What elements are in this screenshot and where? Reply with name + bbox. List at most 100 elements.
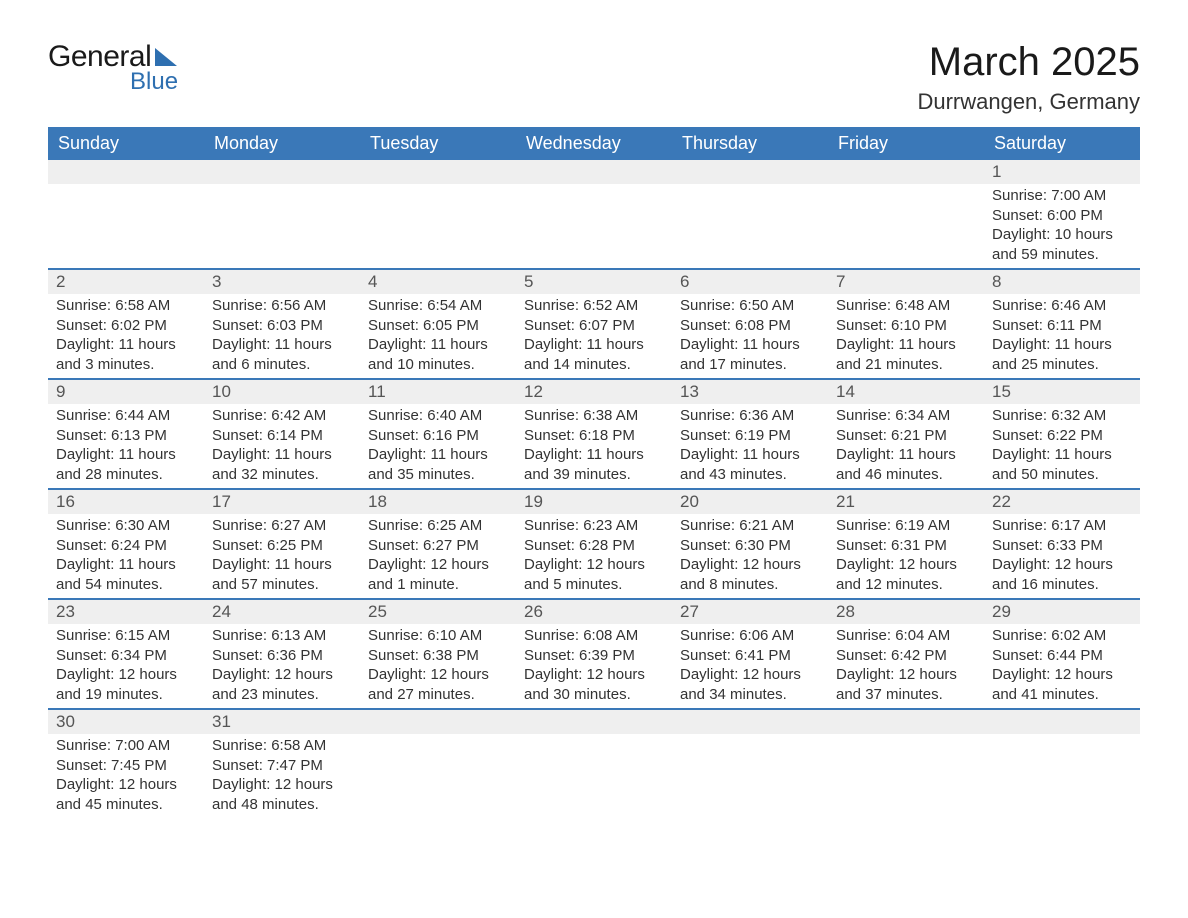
day-content: Sunrise: 6:23 AMSunset: 6:28 PMDaylight:… [516,514,672,598]
day-content: Sunrise: 6:06 AMSunset: 6:41 PMDaylight:… [672,624,828,708]
daylight-line: Daylight: 11 hours and 35 minutes. [368,445,508,484]
sunrise-line: Sunrise: 6:52 AM [524,296,664,316]
sunset-line: Sunset: 6:02 PM [56,316,196,336]
day-content: Sunrise: 7:00 AMSunset: 6:00 PMDaylight:… [984,184,1140,268]
daylight-line: Daylight: 11 hours and 28 minutes. [56,445,196,484]
day-number [204,160,360,184]
day-content: Sunrise: 6:52 AMSunset: 6:07 PMDaylight:… [516,294,672,378]
daylight-line: Daylight: 11 hours and 50 minutes. [992,445,1132,484]
day-content: Sunrise: 6:25 AMSunset: 6:27 PMDaylight:… [360,514,516,598]
sunrise-line: Sunrise: 6:46 AM [992,296,1132,316]
day-number: 22 [984,490,1140,514]
day-number: 10 [204,380,360,404]
sunset-line: Sunset: 6:38 PM [368,646,508,666]
calendar-header-row: Sunday Monday Tuesday Wednesday Thursday… [48,127,1140,160]
day-content [672,184,828,190]
day-content: Sunrise: 6:17 AMSunset: 6:33 PMDaylight:… [984,514,1140,598]
day-number: 20 [672,490,828,514]
sunrise-line: Sunrise: 6:10 AM [368,626,508,646]
sunset-line: Sunset: 6:08 PM [680,316,820,336]
daylight-line: Daylight: 11 hours and 32 minutes. [212,445,352,484]
sunset-line: Sunset: 6:13 PM [56,426,196,446]
daylight-line: Daylight: 11 hours and 57 minutes. [212,555,352,594]
calendar-week: 1Sunrise: 7:00 AMSunset: 6:00 PMDaylight… [48,160,1140,268]
daylight-line: Daylight: 11 hours and 17 minutes. [680,335,820,374]
day-number: 28 [828,600,984,624]
calendar-day-cell [360,160,516,268]
calendar-day-cell: 24Sunrise: 6:13 AMSunset: 6:36 PMDayligh… [204,600,360,708]
calendar-day-cell [672,710,828,818]
sunrise-line: Sunrise: 6:56 AM [212,296,352,316]
sunrise-line: Sunrise: 6:08 AM [524,626,664,646]
day-number: 7 [828,270,984,294]
sunrise-line: Sunrise: 6:50 AM [680,296,820,316]
calendar-day-cell: 7Sunrise: 6:48 AMSunset: 6:10 PMDaylight… [828,270,984,378]
sunrise-line: Sunrise: 6:06 AM [680,626,820,646]
sunrise-line: Sunrise: 6:21 AM [680,516,820,536]
day-content [48,184,204,190]
calendar-day-cell [516,160,672,268]
weeks-container: 1Sunrise: 7:00 AMSunset: 6:00 PMDaylight… [48,160,1140,818]
day-header-monday: Monday [204,127,360,160]
calendar-day-cell: 13Sunrise: 6:36 AMSunset: 6:19 PMDayligh… [672,380,828,488]
sunset-line: Sunset: 6:03 PM [212,316,352,336]
sunset-line: Sunset: 7:47 PM [212,756,352,776]
day-content [516,184,672,190]
daylight-line: Daylight: 11 hours and 39 minutes. [524,445,664,484]
calendar-day-cell: 26Sunrise: 6:08 AMSunset: 6:39 PMDayligh… [516,600,672,708]
day-content: Sunrise: 6:04 AMSunset: 6:42 PMDaylight:… [828,624,984,708]
daylight-line: Daylight: 12 hours and 37 minutes. [836,665,976,704]
sunset-line: Sunset: 6:05 PM [368,316,508,336]
calendar-day-cell [204,160,360,268]
day-number: 1 [984,160,1140,184]
day-number: 23 [48,600,204,624]
sunrise-line: Sunrise: 7:00 AM [992,186,1132,206]
calendar-day-cell: 12Sunrise: 6:38 AMSunset: 6:18 PMDayligh… [516,380,672,488]
day-content: Sunrise: 6:50 AMSunset: 6:08 PMDaylight:… [672,294,828,378]
sunrise-line: Sunrise: 6:40 AM [368,406,508,426]
daylight-line: Daylight: 12 hours and 23 minutes. [212,665,352,704]
daylight-line: Daylight: 12 hours and 34 minutes. [680,665,820,704]
calendar-day-cell: 22Sunrise: 6:17 AMSunset: 6:33 PMDayligh… [984,490,1140,598]
day-header-sunday: Sunday [48,127,204,160]
daylight-line: Daylight: 11 hours and 6 minutes. [212,335,352,374]
daylight-line: Daylight: 12 hours and 5 minutes. [524,555,664,594]
day-content: Sunrise: 6:58 AMSunset: 6:02 PMDaylight:… [48,294,204,378]
day-header-thursday: Thursday [672,127,828,160]
sunrise-line: Sunrise: 6:23 AM [524,516,664,536]
sunset-line: Sunset: 6:11 PM [992,316,1132,336]
day-content: Sunrise: 6:30 AMSunset: 6:24 PMDaylight:… [48,514,204,598]
calendar-day-cell: 23Sunrise: 6:15 AMSunset: 6:34 PMDayligh… [48,600,204,708]
logo-text-blue: Blue [130,68,178,96]
day-content: Sunrise: 6:48 AMSunset: 6:10 PMDaylight:… [828,294,984,378]
day-number: 31 [204,710,360,734]
calendar-day-cell: 10Sunrise: 6:42 AMSunset: 6:14 PMDayligh… [204,380,360,488]
sunrise-line: Sunrise: 6:17 AM [992,516,1132,536]
calendar-day-cell: 28Sunrise: 6:04 AMSunset: 6:42 PMDayligh… [828,600,984,708]
calendar-day-cell: 16Sunrise: 6:30 AMSunset: 6:24 PMDayligh… [48,490,204,598]
day-number: 24 [204,600,360,624]
daylight-line: Daylight: 11 hours and 54 minutes. [56,555,196,594]
day-number: 12 [516,380,672,404]
day-number [516,160,672,184]
logo: General Blue [48,40,178,96]
day-content: Sunrise: 6:42 AMSunset: 6:14 PMDaylight:… [204,404,360,488]
daylight-line: Daylight: 12 hours and 41 minutes. [992,665,1132,704]
day-content [516,734,672,740]
calendar-day-cell: 29Sunrise: 6:02 AMSunset: 6:44 PMDayligh… [984,600,1140,708]
calendar-day-cell: 18Sunrise: 6:25 AMSunset: 6:27 PMDayligh… [360,490,516,598]
calendar-day-cell [672,160,828,268]
day-number [984,710,1140,734]
calendar-day-cell [360,710,516,818]
calendar-day-cell: 30Sunrise: 7:00 AMSunset: 7:45 PMDayligh… [48,710,204,818]
title-block: March 2025 Durrwangen, Germany [917,40,1140,115]
day-content: Sunrise: 6:15 AMSunset: 6:34 PMDaylight:… [48,624,204,708]
calendar-day-cell: 8Sunrise: 6:46 AMSunset: 6:11 PMDaylight… [984,270,1140,378]
sunrise-line: Sunrise: 6:32 AM [992,406,1132,426]
calendar-day-cell: 25Sunrise: 6:10 AMSunset: 6:38 PMDayligh… [360,600,516,708]
sunrise-line: Sunrise: 6:36 AM [680,406,820,426]
day-content: Sunrise: 6:58 AMSunset: 7:47 PMDaylight:… [204,734,360,818]
day-number: 30 [48,710,204,734]
day-content: Sunrise: 6:40 AMSunset: 6:16 PMDaylight:… [360,404,516,488]
day-content [360,184,516,190]
